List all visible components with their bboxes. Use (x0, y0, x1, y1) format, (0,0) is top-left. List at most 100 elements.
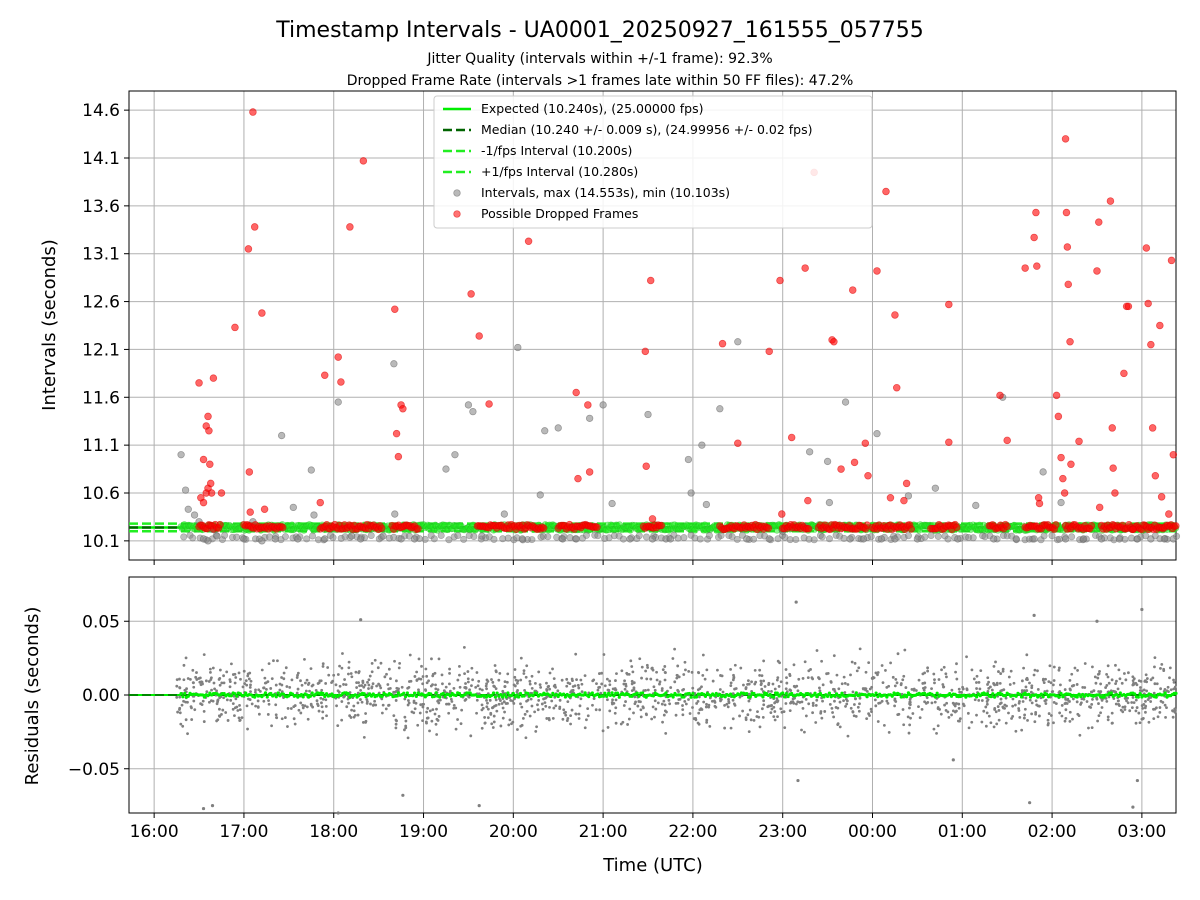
interval-point (451, 451, 459, 459)
residual-point (360, 684, 364, 687)
residual-point (990, 688, 994, 692)
residual-point (285, 685, 289, 688)
residual-point (663, 703, 667, 707)
residual-point (585, 718, 588, 722)
residual-point (917, 705, 920, 709)
residual-point (624, 700, 627, 703)
interval-point (674, 534, 682, 542)
residual-point (985, 700, 989, 703)
dropped-frame-point (1066, 338, 1074, 346)
residual-point (317, 681, 321, 685)
residual-point (697, 670, 700, 674)
residual-point (192, 685, 196, 689)
residual-point (807, 702, 811, 706)
residual-point (545, 717, 549, 720)
residual-point (362, 685, 366, 689)
residual-point (1163, 703, 1167, 707)
residual-point (1025, 653, 1029, 657)
residual-point (944, 709, 948, 712)
residual-point (490, 678, 493, 681)
top-y-tick-label: 14.6 (82, 101, 120, 121)
dropped-frame-point (642, 462, 650, 470)
x-tick-label: 17:00 (219, 822, 268, 842)
residual-point (204, 679, 208, 683)
residual-point (732, 702, 736, 706)
residual-point (681, 713, 685, 717)
residual-point (352, 715, 356, 719)
residual-point (244, 679, 248, 683)
residual-point (880, 699, 884, 703)
residual-point (392, 690, 396, 694)
interval-point (733, 535, 741, 543)
residual-point (407, 699, 410, 702)
interval-point (177, 451, 185, 459)
interval-point (303, 535, 311, 543)
residual-point (191, 668, 195, 672)
residual-point (663, 678, 667, 682)
residual-point (979, 669, 983, 673)
residual-point (975, 674, 979, 678)
dropped-frame-point (882, 187, 890, 196)
residual-point (267, 702, 271, 706)
residual-point (932, 727, 936, 731)
residual-point (416, 723, 420, 727)
residual-point (1065, 702, 1069, 705)
bottom-y-tick-label: 0.00 (82, 686, 120, 706)
residual-point (500, 702, 504, 705)
residual-point (258, 689, 262, 693)
residual-point (985, 696, 989, 700)
dropped-frame-point (641, 347, 650, 356)
residual-point (513, 675, 517, 679)
interval-point (1061, 535, 1070, 543)
residual-point (378, 684, 382, 688)
residual-point (272, 659, 275, 663)
residual-point (935, 732, 938, 735)
residual-point (697, 711, 701, 715)
residual-point (992, 665, 996, 668)
residual-point (773, 718, 777, 722)
interval-point (934, 532, 942, 540)
residual-point (418, 711, 422, 715)
residual-point (480, 703, 484, 707)
residual-point (430, 657, 433, 661)
residual-point (320, 701, 323, 705)
residual-point (265, 687, 268, 691)
residual-point (950, 688, 954, 692)
interval-point (599, 401, 607, 409)
residual-point (591, 703, 594, 707)
residual-point (814, 704, 818, 707)
interval-point (265, 533, 273, 541)
interval-point (841, 398, 850, 406)
residual-point (247, 697, 250, 701)
residual-point (920, 707, 924, 711)
residual-point (519, 656, 523, 660)
residual-point (758, 725, 762, 729)
residual-point (428, 729, 431, 733)
residual-point (350, 675, 354, 679)
residual-point (321, 697, 325, 701)
residual-zero-point (186, 694, 190, 698)
residual-point (832, 687, 836, 691)
residual-point (691, 686, 695, 690)
residual-point (360, 700, 364, 704)
dropped-frame-point (864, 472, 872, 480)
residual-zero-point (827, 691, 831, 695)
residual-point (359, 698, 362, 701)
residual-point (231, 702, 235, 706)
residual-point (775, 678, 779, 682)
residual-point (817, 676, 820, 679)
residual-point (833, 699, 836, 703)
interval-point (891, 535, 899, 543)
residual-point (902, 674, 906, 678)
residual-point (347, 672, 350, 676)
interval-point (825, 498, 834, 507)
residual-point (1018, 715, 1022, 719)
residual-point (1035, 703, 1039, 707)
residual-point (630, 682, 634, 686)
residual-point (623, 687, 627, 691)
residual-point (586, 707, 590, 710)
dropped-frame-point (1032, 208, 1040, 217)
residual-point (212, 681, 216, 685)
residual-point (997, 709, 1001, 712)
residual-point (526, 698, 530, 702)
